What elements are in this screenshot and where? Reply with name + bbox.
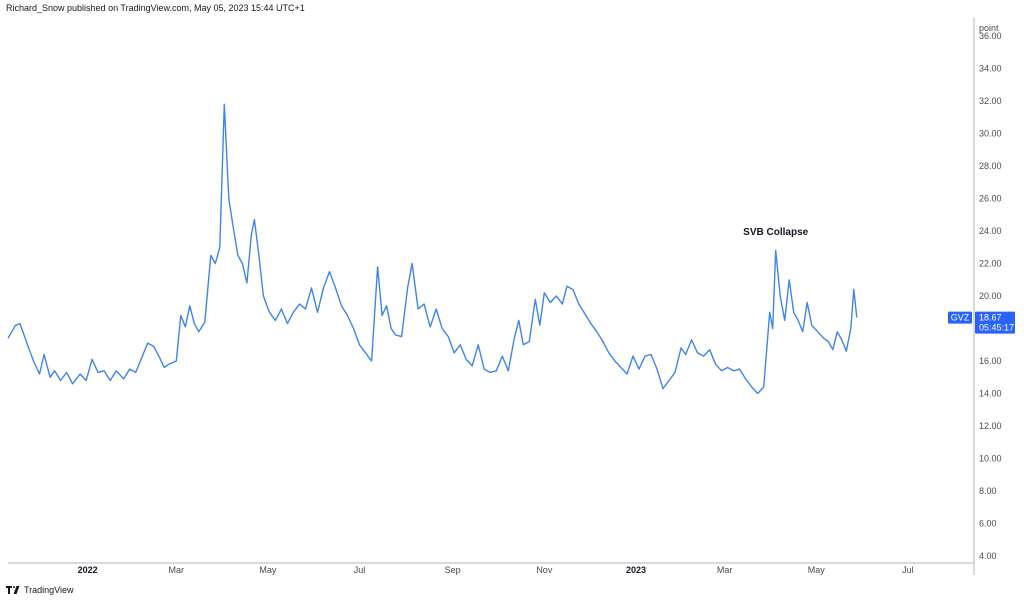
y-tick-label: 20.00 — [979, 291, 1002, 301]
x-tick-label: Nov — [536, 565, 553, 575]
tradingview-logo-icon — [6, 585, 20, 595]
footer: TradingView — [6, 585, 74, 595]
countdown-text: 05:45:17 — [979, 323, 1014, 333]
x-tick-label: Sep — [445, 565, 461, 575]
y-axis-unit-label: point — [979, 23, 999, 33]
x-tick-label: Jul — [354, 565, 366, 575]
y-tick-label: 34.00 — [979, 64, 1002, 74]
x-tick-label: May — [808, 565, 826, 575]
series-line-gvz — [7, 103, 858, 395]
x-tick-label: 2023 — [626, 565, 646, 575]
y-tick-label: 32.00 — [979, 96, 1002, 106]
y-tick-label: 14.00 — [979, 389, 1002, 399]
y-tick-label: 16.00 — [979, 356, 1002, 366]
y-tick-label: 10.00 — [979, 454, 1002, 464]
y-tick-label: 36.00 — [979, 31, 1002, 41]
x-axis-ticks: 2022 Mar May Jul Sep Nov 2023 Mar May Jul — [78, 565, 914, 575]
publisher-caption: Richard_Snow published on TradingView.co… — [6, 3, 305, 13]
y-tick-label: 22.00 — [979, 259, 1002, 269]
x-tick-label: 2022 — [78, 565, 98, 575]
y-tick-label: 30.00 — [979, 129, 1002, 139]
series-name-tag-text: GVZ — [951, 313, 970, 323]
last-value-tag — [975, 311, 1015, 334]
y-tick-label: 6.00 — [979, 519, 997, 529]
y-tick-label: 4.00 — [979, 551, 997, 561]
x-tick-label: May — [259, 565, 277, 575]
footer-brand[interactable]: TradingView — [24, 585, 74, 595]
y-tick-label: 24.00 — [979, 226, 1002, 236]
x-tick-label: Mar — [169, 565, 185, 575]
x-tick-label: Jul — [902, 565, 914, 575]
annotation-svb-collapse: SVB Collapse — [743, 227, 808, 238]
last-value-badge: GVZ 18.67 05:45:17 — [948, 311, 1015, 334]
y-axis-ticks: 4.006.008.0010.0012.0014.0016.0018.0020.… — [979, 31, 1002, 561]
y-tick-label: 8.00 — [979, 486, 997, 496]
y-tick-label: 12.00 — [979, 421, 1002, 431]
y-tick-label: 26.00 — [979, 194, 1002, 204]
y-tick-label: 28.00 — [979, 161, 1002, 171]
series-name-tag — [948, 311, 972, 324]
last-value-text: 18.67 — [979, 313, 1002, 323]
x-tick-label: Mar — [717, 565, 733, 575]
